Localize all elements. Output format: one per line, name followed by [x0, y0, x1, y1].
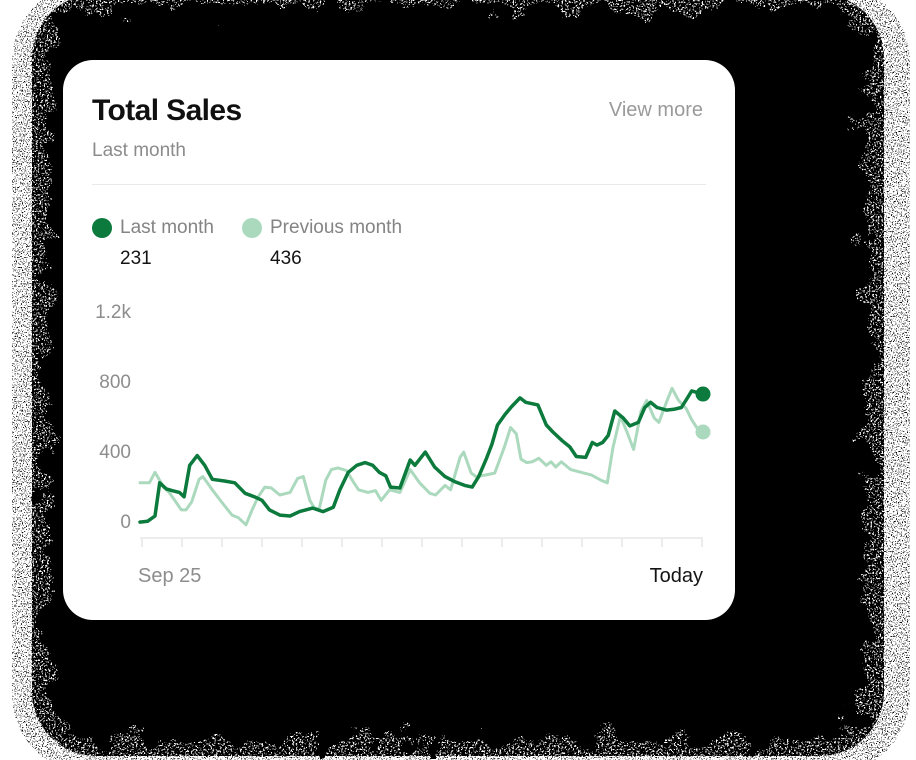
- divider: [92, 184, 706, 185]
- previous-month-line: [138, 386, 705, 527]
- last-month-line: [138, 389, 705, 524]
- view-more-link[interactable]: View more: [608, 99, 703, 121]
- x-axis-ticks: [141, 538, 703, 547]
- legend-value: 436: [270, 248, 302, 269]
- card-subtitle: Last month: [92, 140, 186, 161]
- previous-month-end-dot: [695, 424, 711, 440]
- legend-label: Previous month: [270, 217, 403, 238]
- y-axis-label: 800: [99, 372, 131, 393]
- chart-legend: Last month 231 Previous month 436: [92, 216, 402, 270]
- last-month-end-dot: [695, 386, 711, 402]
- card-title: Total Sales: [92, 94, 242, 127]
- total-sales-card: Total Sales View more Last month Last mo…: [63, 60, 735, 620]
- previous-month-dot-icon: [242, 218, 262, 238]
- legend-value: 231: [120, 248, 152, 269]
- y-axis-label: 0: [120, 512, 131, 533]
- y-axis-label: 400: [99, 442, 131, 463]
- x-axis-end-label: Today: [649, 565, 703, 587]
- legend-label: Last month: [120, 217, 214, 238]
- legend-item-last-month: Last month 231: [92, 216, 214, 270]
- y-axis-label: 1.2k: [95, 302, 131, 323]
- x-axis-start-label: Sep 25: [138, 565, 202, 587]
- legend-item-previous-month: Previous month 436: [242, 216, 402, 270]
- line-chart-canvas: [138, 386, 711, 547]
- last-month-dot-icon: [92, 218, 112, 238]
